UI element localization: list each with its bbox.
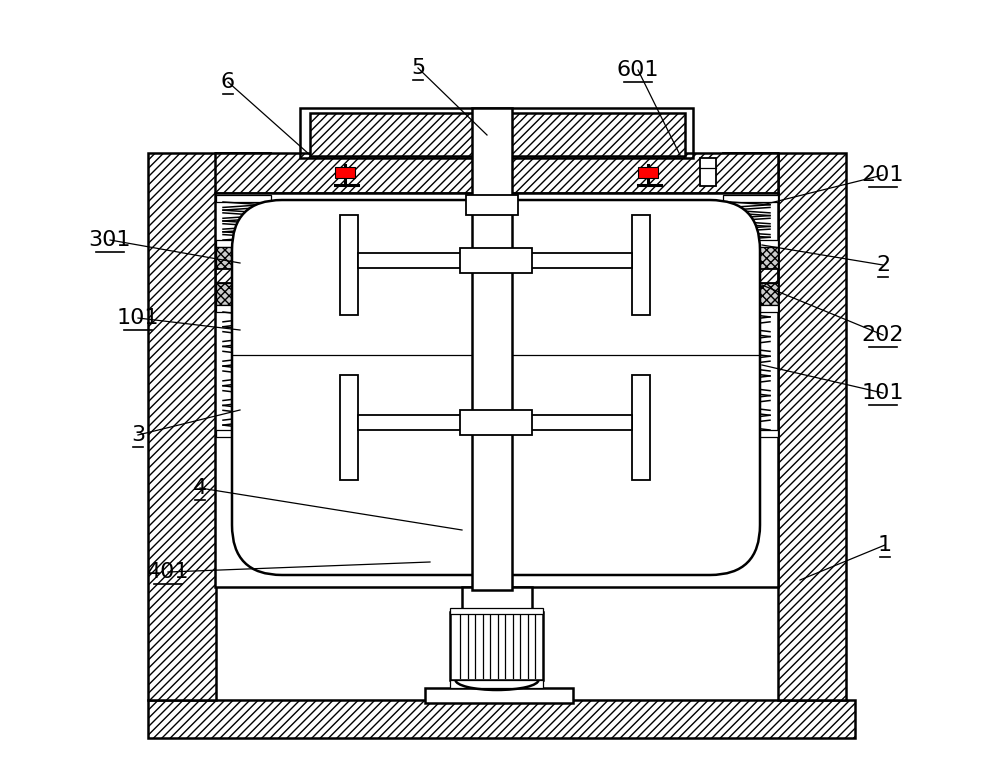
Text: 4: 4	[193, 478, 207, 498]
Text: 202: 202	[862, 325, 904, 345]
Bar	[358, 253, 472, 268]
Bar	[358, 415, 472, 430]
Bar	[216, 195, 271, 202]
Bar	[216, 153, 271, 195]
FancyBboxPatch shape	[232, 200, 760, 575]
Text: 101: 101	[862, 383, 904, 403]
Bar	[148, 700, 855, 738]
Bar	[335, 167, 355, 178]
Bar	[340, 375, 358, 480]
Bar	[450, 612, 543, 680]
Bar	[723, 437, 778, 480]
Bar	[723, 195, 778, 202]
Text: 1: 1	[878, 535, 892, 555]
Bar	[723, 283, 778, 305]
Bar	[723, 430, 778, 437]
Bar	[512, 415, 632, 430]
Bar	[638, 167, 658, 178]
Bar	[216, 269, 271, 283]
Text: 301: 301	[89, 230, 131, 250]
Bar	[460, 248, 532, 273]
Bar	[723, 305, 778, 312]
Bar	[472, 108, 512, 203]
Bar	[300, 108, 693, 158]
Bar	[632, 375, 650, 480]
Text: 101: 101	[117, 308, 159, 328]
Bar	[148, 153, 216, 700]
Bar	[466, 195, 518, 215]
Text: 2: 2	[876, 255, 890, 275]
Text: 3: 3	[131, 425, 145, 445]
Text: 6: 6	[221, 72, 235, 92]
Bar	[310, 113, 685, 156]
Bar	[723, 269, 778, 283]
Bar	[632, 215, 650, 315]
Bar	[723, 153, 778, 195]
Bar	[216, 437, 271, 480]
Bar	[462, 587, 532, 609]
Bar	[700, 158, 716, 186]
Bar	[512, 253, 632, 268]
Bar	[472, 200, 512, 590]
Bar	[460, 410, 532, 435]
Bar	[216, 240, 271, 247]
Bar	[450, 608, 543, 614]
Text: 201: 201	[862, 165, 904, 185]
Text: 5: 5	[411, 58, 425, 78]
Bar	[723, 247, 778, 269]
Bar	[216, 283, 271, 305]
Bar	[216, 305, 271, 312]
Text: 601: 601	[617, 60, 659, 80]
Bar	[340, 215, 358, 315]
Bar	[450, 680, 543, 688]
Bar	[723, 240, 778, 247]
Text: 401: 401	[147, 562, 189, 582]
Bar	[425, 688, 573, 703]
Bar	[216, 247, 271, 269]
Bar	[216, 430, 271, 437]
Bar	[215, 153, 778, 193]
Bar	[215, 193, 778, 587]
Bar	[778, 153, 846, 700]
